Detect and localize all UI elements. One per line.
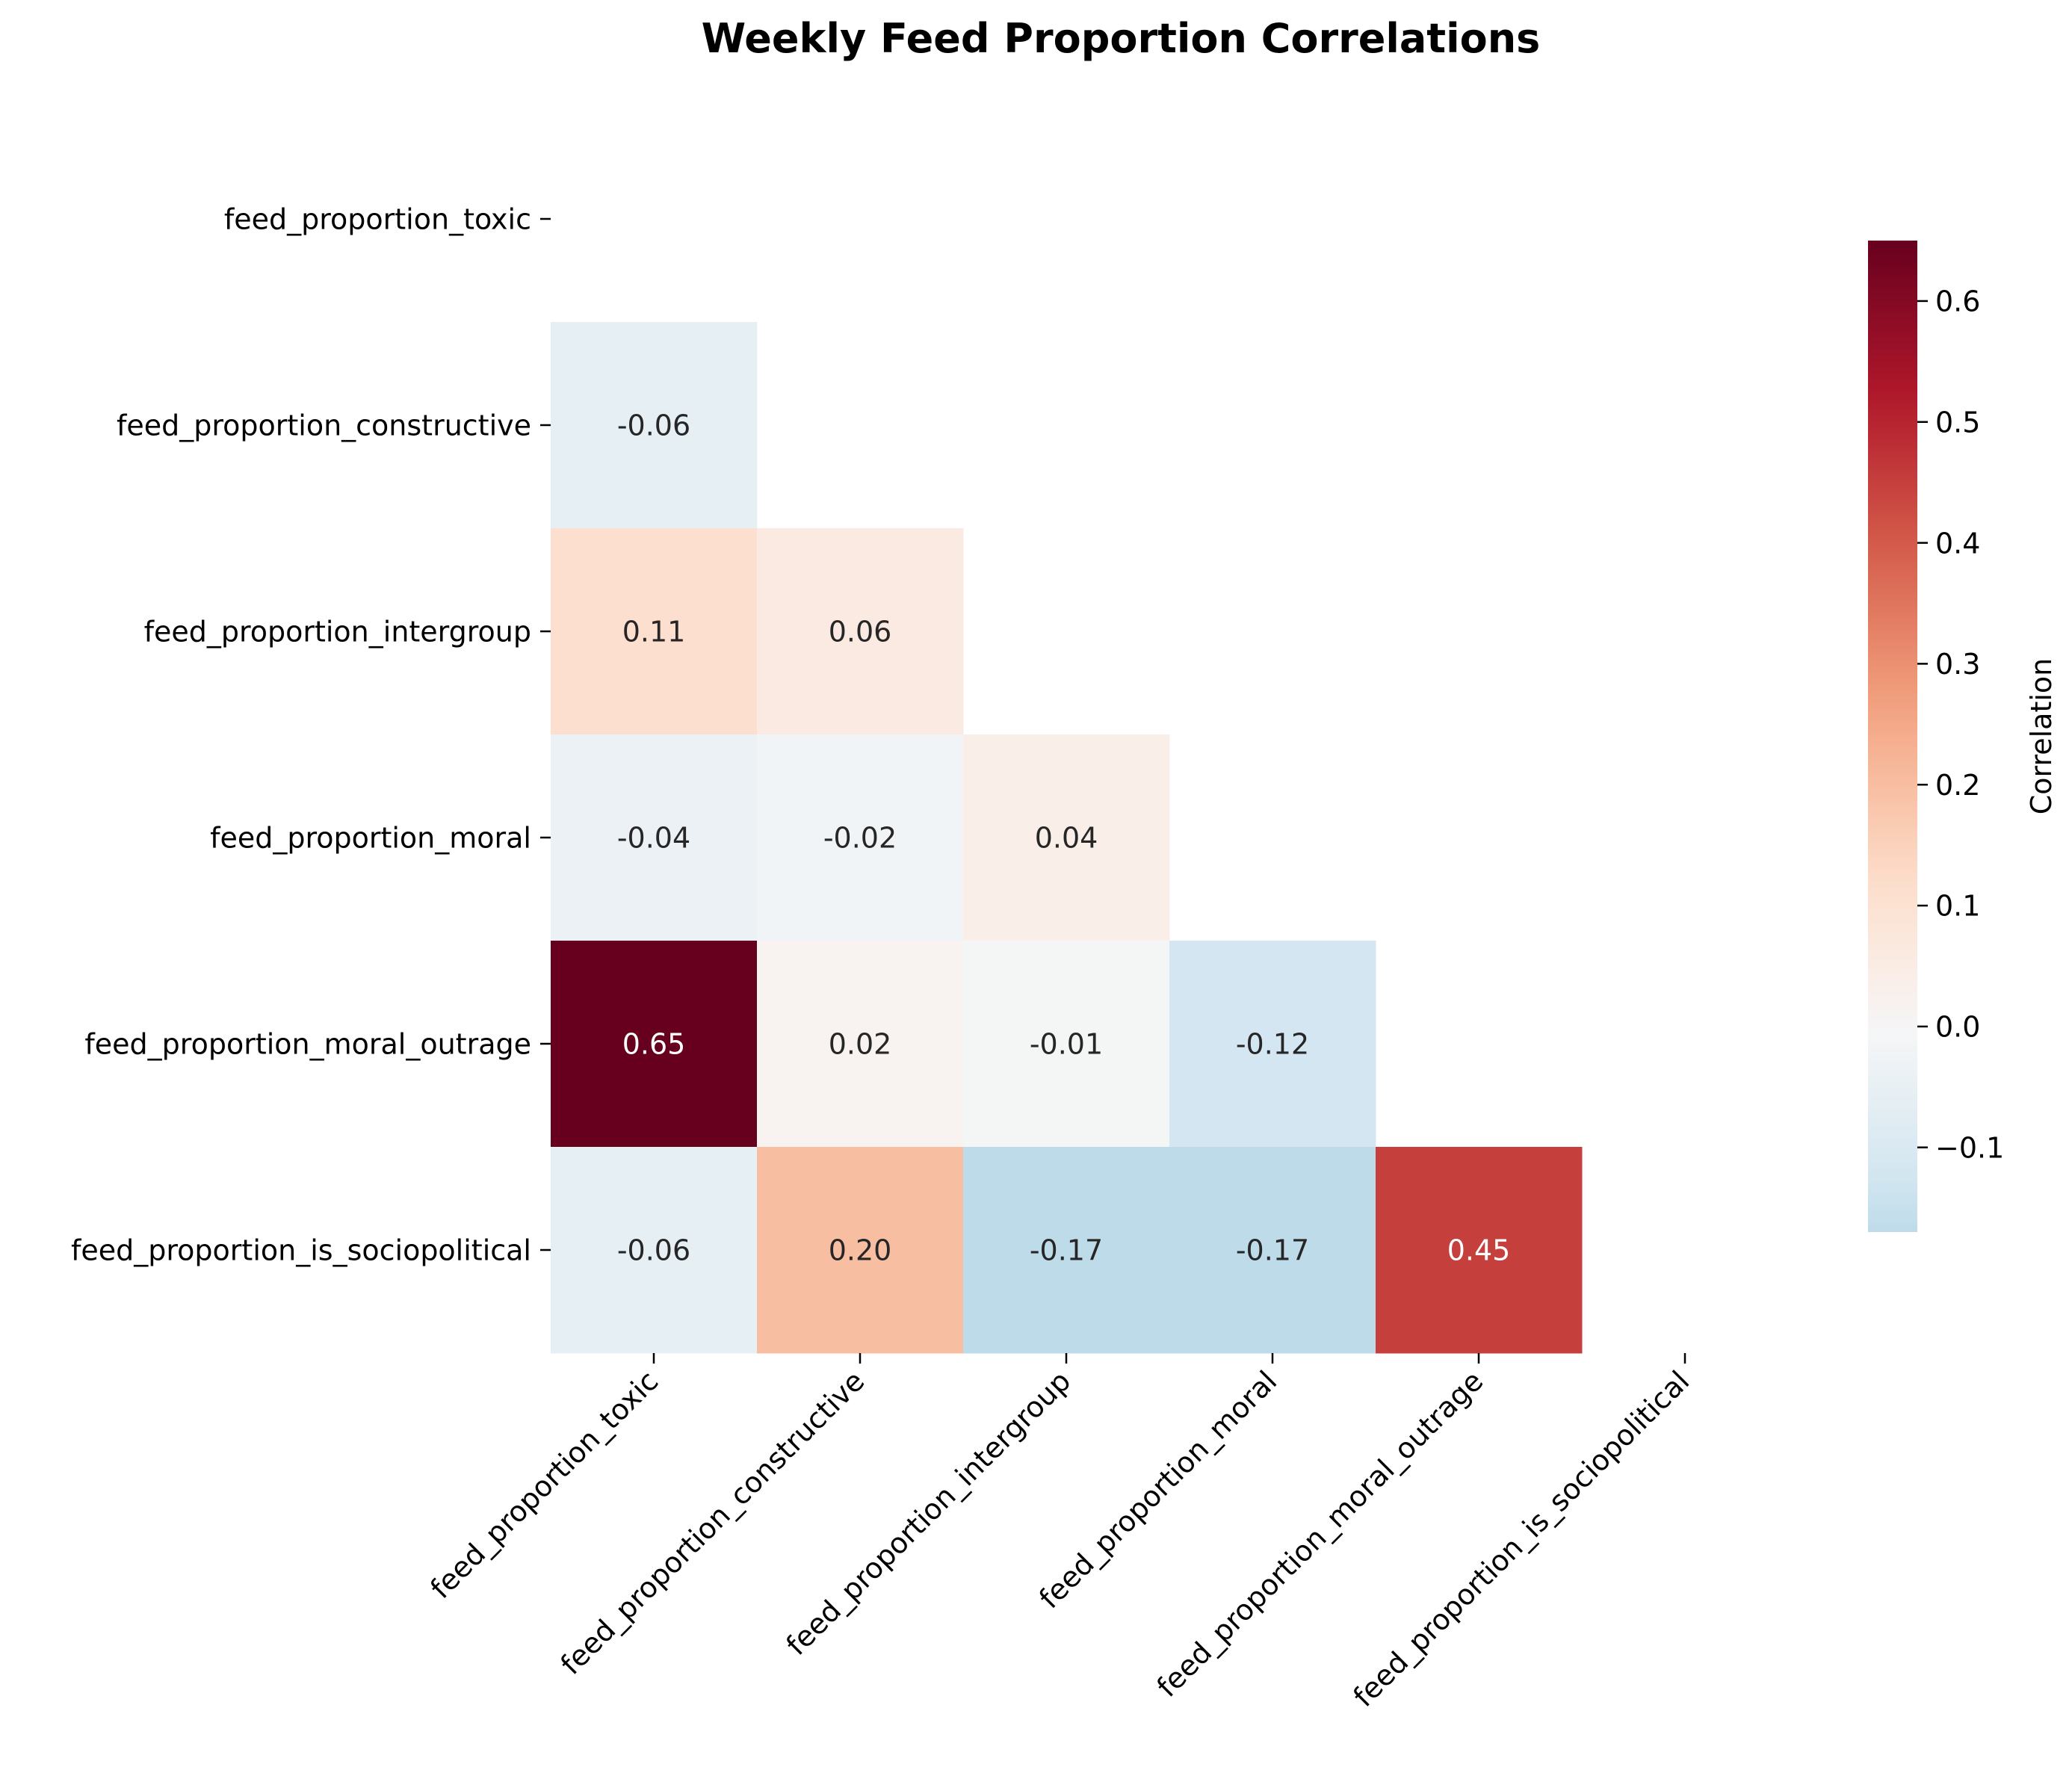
heatmap-cell-4-2 <box>963 941 1170 1148</box>
y-axis: feed_proportion_toxic feed_proportion_con… <box>71 203 551 1267</box>
x-tick-label-3: feed_proportion_moral <box>1033 1364 1283 1615</box>
heatmap-cell-5-0 <box>551 1147 758 1354</box>
x-axis: feed_proportion_toxicfeed_proportion_con… <box>424 1353 1696 1713</box>
heatmap-cell-4-0 <box>551 941 758 1148</box>
cell-value-label-5-2: -0.17 <box>1030 1234 1103 1267</box>
heatmap-cell-labels: -0.06 0.11 0.06 -0.04 -0.02 0.04 0.65 0.02 -0.01… <box>617 409 1510 1267</box>
cell-value-label-5-1: 0.20 <box>829 1234 892 1267</box>
cell-value-label-4-3: -0.12 <box>1236 1028 1309 1061</box>
colorbar-tick-label-6: 0.5 <box>1935 406 1980 439</box>
heatmap-cell-1-0 <box>551 322 758 529</box>
heatmap-cells <box>551 322 1583 1354</box>
cell-value-label-3-0: -0.04 <box>617 822 690 855</box>
heatmap-cell-5-1 <box>757 1147 964 1354</box>
cell-value-label-5-4: 0.45 <box>1447 1234 1511 1267</box>
colorbar-label: Correlation <box>2025 658 2058 815</box>
heatmap-cell-5-2 <box>963 1147 1170 1354</box>
colorbar-tick-label-5: 0.4 <box>1935 527 1980 560</box>
heatmap-cell-3-0 <box>551 734 758 941</box>
cell-value-label-4-1: 0.02 <box>829 1028 892 1061</box>
cell-value-label-2-0: 0.11 <box>622 616 686 649</box>
colorbar: −0.1 0.0 0.1 0.2 0.3 0.4 0.5 0.6 Correlation <box>1868 241 2058 1232</box>
x-tick-label-4: feed_proportion_moral_outrage <box>1151 1364 1490 1704</box>
colorbar-tick-label-3: 0.2 <box>1935 769 1980 802</box>
cell-value-label-3-2: 0.04 <box>1035 822 1098 855</box>
y-tick-label-5: feed_proportion_is_sociopolitical <box>71 1234 531 1267</box>
colorbar-tick-label-7: 0.6 <box>1935 285 1980 318</box>
y-tick-label-1: feed_proportion_constructive <box>117 409 531 442</box>
cell-value-label-4-0: 0.65 <box>622 1028 686 1061</box>
heatmap-cell-2-0 <box>551 528 758 735</box>
x-tick-label-0: feed_proportion_toxic <box>424 1364 665 1605</box>
cell-value-label-5-3: -0.17 <box>1236 1234 1309 1267</box>
colorbar-tick-label-0: −0.1 <box>1935 1131 2004 1164</box>
cell-value-label-3-1: -0.02 <box>823 822 897 855</box>
cell-value-label-1-0: -0.06 <box>617 409 690 442</box>
heatmap-cell-2-1 <box>757 528 964 735</box>
heatmap-cell-4-3 <box>1169 941 1376 1148</box>
cell-value-label-5-0: -0.06 <box>617 1234 690 1267</box>
y-tick-label-3: feed_proportion_moral <box>210 822 531 855</box>
x-tick-label-5: feed_proportion_is_sociopolitical <box>1347 1364 1696 1713</box>
chart-title: Weekly Feed Proportion Correlations <box>702 15 1541 62</box>
y-tick-label-2: feed_proportion_intergroup <box>144 616 531 649</box>
cell-value-label-2-1: 0.06 <box>829 616 892 649</box>
heatmap-cell-3-2 <box>963 734 1170 941</box>
heatmap-cell-5-3 <box>1169 1147 1376 1354</box>
heatmap-cell-5-4 <box>1376 1147 1583 1354</box>
colorbar-tick-label-4: 0.3 <box>1935 648 1980 681</box>
heatmap-cell-3-1 <box>757 734 964 941</box>
cell-value-label-4-2: -0.01 <box>1030 1028 1103 1061</box>
colorbar-tick-label-2: 0.1 <box>1935 890 1980 923</box>
y-tick-label-0: feed_proportion_toxic <box>224 203 531 236</box>
y-tick-label-4: feed_proportion_moral_outrage <box>84 1028 531 1061</box>
heatmap-cell-4-1 <box>757 941 964 1148</box>
colorbar-gradient-bar <box>1868 241 1917 1232</box>
colorbar-tick-label-1: 0.0 <box>1935 1011 1980 1044</box>
